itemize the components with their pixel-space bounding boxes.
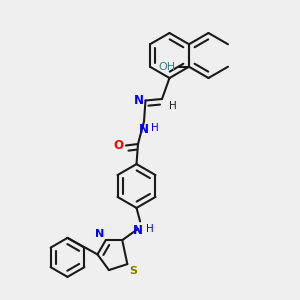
Text: N: N	[134, 94, 144, 107]
Text: OH: OH	[158, 62, 176, 72]
Text: H: H	[152, 123, 159, 133]
Text: O: O	[113, 139, 123, 152]
Text: H: H	[169, 100, 177, 110]
Text: S: S	[129, 266, 137, 277]
Text: N: N	[139, 123, 149, 136]
Text: N: N	[95, 229, 104, 238]
Text: N: N	[133, 224, 143, 237]
Text: H: H	[146, 224, 154, 234]
